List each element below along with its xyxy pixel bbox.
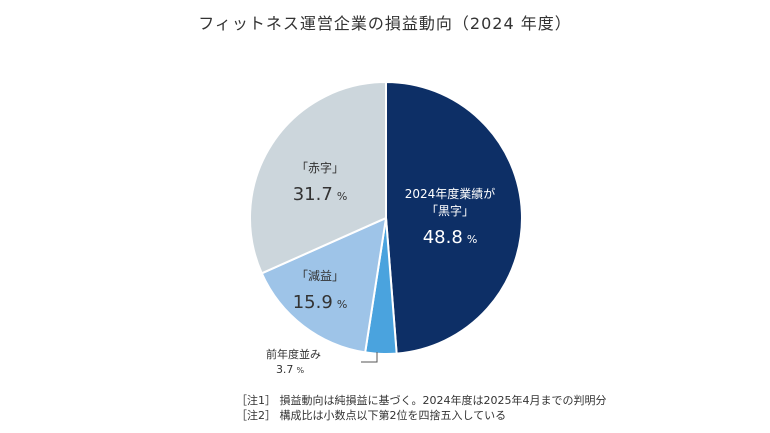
slice-name: 「黒字」 (426, 203, 474, 218)
slice-name: 2024年度業績が (405, 186, 496, 201)
pie-slice-0 (385, 81, 523, 355)
slice-label-1: 前年度並み 3.7% (266, 347, 321, 376)
footnotes: ［注1］ 損益動向は純損益に基づく。2024年度は2025年4月までの判明分 ［… (236, 393, 606, 423)
slice-label-2: 「減益」 15.9% (293, 268, 348, 313)
slice-label-3: 「赤字」 31.7% (293, 160, 348, 205)
slice-value: 3.7% (276, 363, 305, 376)
pie-slice-3 (249, 81, 387, 275)
slice-value: 15.9% (293, 292, 348, 313)
slice-name: 「赤字」 (296, 160, 344, 175)
pie-slice-2 (260, 217, 387, 354)
slice-label-0: 2024年度業績が「黒字」 48.8% (405, 186, 496, 248)
slice-name: 前年度並み (266, 347, 321, 361)
slice-value: 31.7% (293, 184, 348, 205)
footnote-2: ［注2］ 構成比は小数点以下第2位を四捨五入している (236, 409, 507, 422)
slice-value: 48.8% (423, 227, 478, 248)
footnote-1: ［注1］ 損益動向は純損益に基づく。2024年度は2025年4月までの判明分 (236, 394, 607, 407)
chart-title: フィットネス運営企業の損益動向（2024 年度） (198, 14, 572, 33)
leader-line (361, 352, 378, 363)
slice-name: 「減益」 (296, 268, 344, 283)
